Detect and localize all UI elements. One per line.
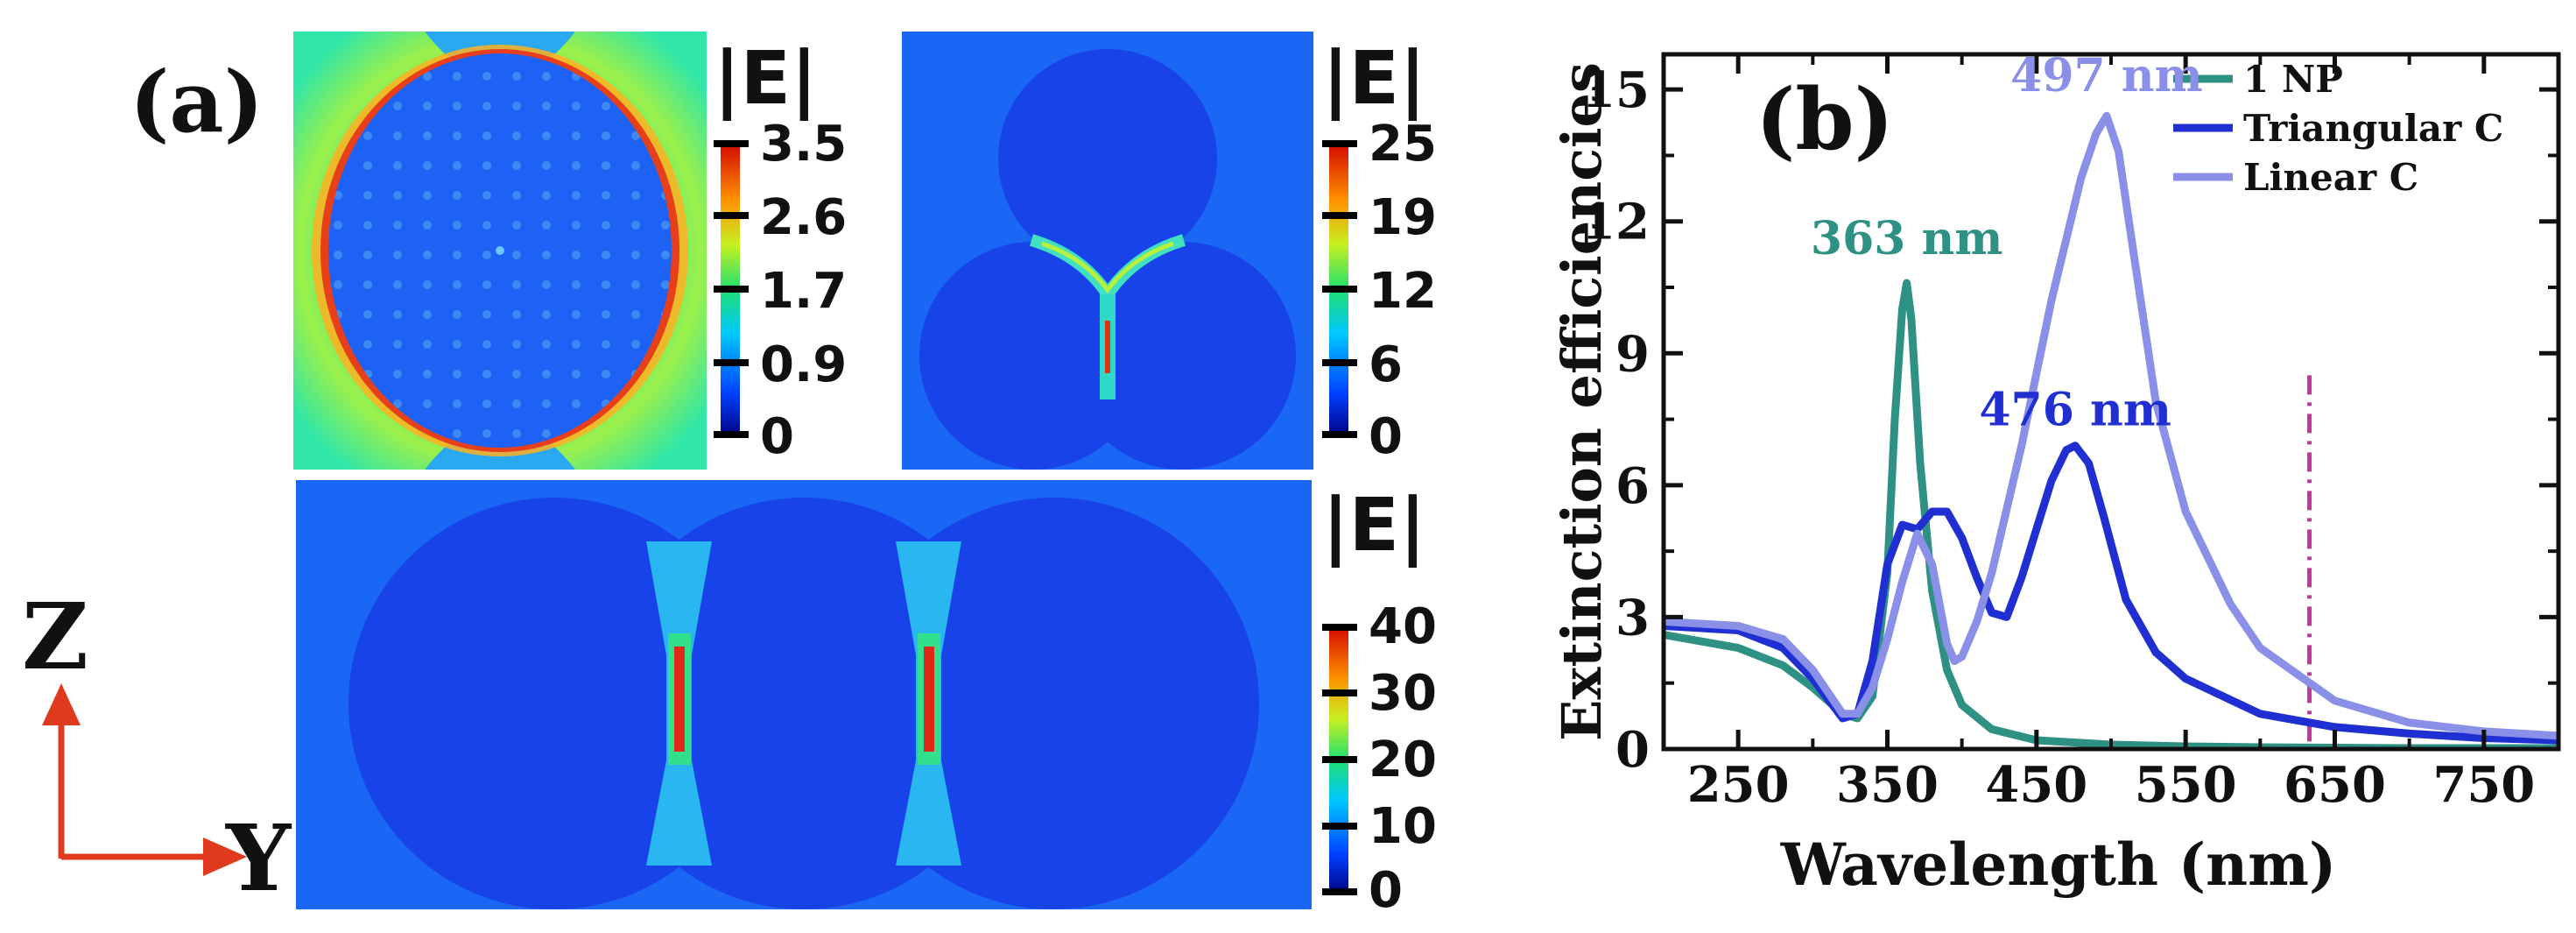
peak-annotation: 497 nm [2010, 49, 2202, 102]
colorbar-1-tick: 0.9 [760, 336, 848, 393]
peak-annotation: 363 nm [1811, 212, 2002, 265]
colorbar-1 [714, 140, 749, 438]
series-line [1664, 442, 2558, 745]
colorbar-3-title: |E| [1322, 482, 1426, 568]
legend-label: Triangular C [2243, 107, 2503, 150]
legend-label: Linear C [2243, 156, 2418, 199]
x-tick-label: 650 [2284, 756, 2386, 814]
colorbar-1-tick: 2.6 [760, 189, 848, 246]
axes-arrows [42, 683, 247, 876]
y-tick-label: 15 [1581, 61, 1650, 119]
legend-label: 1 NP [2243, 58, 2343, 101]
colorbar-2-tick: 19 [1369, 189, 1437, 246]
x-tick-label: 350 [1836, 756, 1939, 814]
field-map-linear-chain [296, 480, 1312, 909]
series-line [1664, 279, 2558, 749]
colorbar-3-tick: 20 [1369, 732, 1437, 788]
colorbar-3 [1322, 624, 1357, 895]
colorbar-1-tick: 3.5 [760, 116, 848, 173]
colorbar-3-tick: 0 [1369, 862, 1403, 919]
colorbar-2-tick: 6 [1369, 336, 1403, 393]
y-tick-label: 9 [1615, 325, 1650, 383]
panel-a-label: (a) [130, 53, 264, 152]
y-tick-label: 0 [1615, 721, 1650, 779]
x-tick-label: 750 [2432, 756, 2535, 814]
x-tick-label: 250 [1687, 756, 1790, 814]
panel-b-label: (b) [1756, 70, 1894, 169]
colorbar-3-tick: 10 [1369, 798, 1437, 855]
x-axis-label: Wavelength (nm) [1780, 831, 2336, 899]
extinction-chart: 250 350 450 550 650 750 0 3 6 9 12 15 Wavelength (nm… [1550, 49, 2561, 899]
colorbar-3-tick: 30 [1369, 665, 1437, 722]
y-axis-label: Extinction efficiencies [1550, 62, 1614, 741]
series-line [1664, 111, 2558, 740]
y-tick-label: 3 [1615, 589, 1650, 647]
colorbar-2 [1322, 140, 1357, 438]
peak-annotation: 476 nm [1979, 384, 2171, 437]
y-tick-label: 12 [1581, 194, 1650, 251]
axis-label-y: Y [226, 804, 292, 912]
axis-label-z: Z [22, 583, 88, 690]
colorbar-2-tick: 0 [1369, 408, 1403, 465]
field-map-triangular-cluster [902, 32, 1313, 470]
colorbar-1-tick: 0 [760, 408, 794, 465]
colorbar-1-tick: 1.7 [760, 263, 848, 320]
colorbar-2-title: |E| [1322, 35, 1426, 121]
field-map-single-np [293, 32, 707, 470]
colorbar-1-title: |E| [714, 35, 818, 121]
colorbar-3-tick: 40 [1369, 598, 1437, 655]
y-tick-label: 6 [1615, 457, 1650, 515]
x-tick-label: 450 [1985, 756, 2087, 814]
colorbar-2-tick: 12 [1369, 263, 1437, 320]
colorbar-2-tick: 25 [1369, 116, 1437, 173]
x-tick-label: 550 [2135, 756, 2237, 814]
